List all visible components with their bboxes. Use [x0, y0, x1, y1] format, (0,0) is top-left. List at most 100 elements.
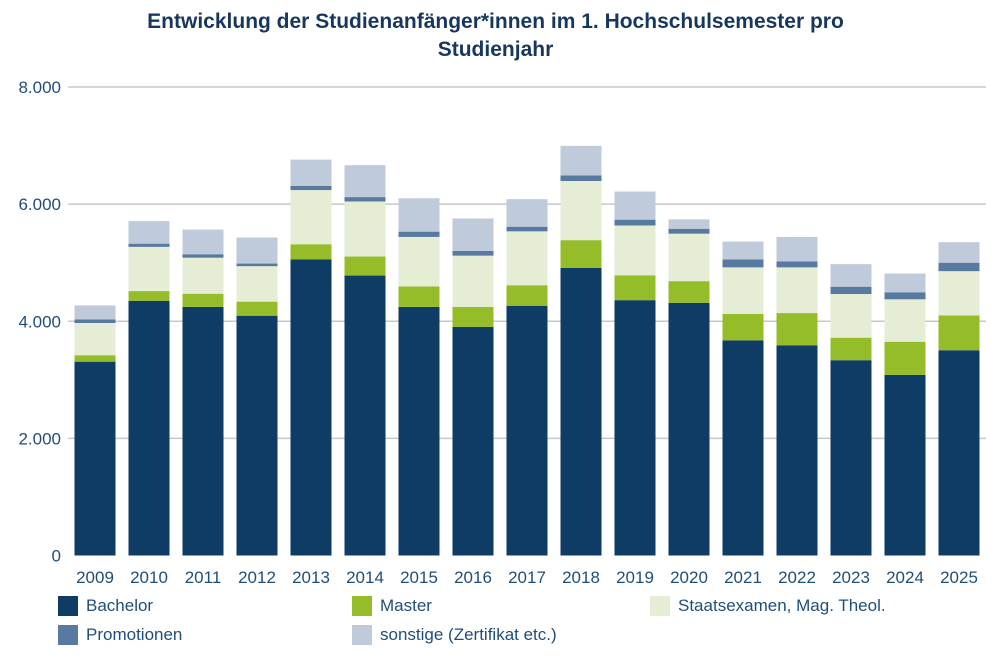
- bar-segment-sonstige-2010: [128, 221, 170, 244]
- bar-segment-bachelor-2022: [776, 345, 818, 556]
- legend-label: Bachelor: [86, 596, 154, 615]
- bar-segment-master-2022: [776, 313, 818, 346]
- x-tick-label: 2020: [670, 568, 708, 587]
- legend-item: Staatsexamen, Mag. Theol.: [650, 596, 886, 616]
- legend-label: Master: [380, 596, 432, 615]
- bar-segment-master-2023: [830, 337, 872, 361]
- bar-segment-promotionen-2014: [344, 197, 386, 202]
- bar-segment-staatsexamen-2025: [938, 271, 980, 316]
- bar-segment-master-2009: [74, 355, 116, 362]
- bar-segment-staatsexamen-2018: [560, 180, 602, 241]
- bar-segment-bachelor-2009: [74, 361, 116, 556]
- bar-segment-master-2017: [506, 285, 548, 306]
- bar-segment-sonstige-2012: [236, 237, 278, 264]
- bar-segment-promotionen-2021: [722, 259, 764, 268]
- bar-segment-bachelor-2018: [560, 267, 602, 556]
- x-tick-label: 2009: [76, 568, 114, 587]
- bar-segment-sonstige-2011: [182, 229, 224, 255]
- bar-segment-sonstige-2021: [722, 241, 764, 260]
- bar-segment-master-2014: [344, 256, 386, 276]
- y-tick-label: 0: [52, 547, 61, 566]
- x-tick-label: 2022: [778, 568, 816, 587]
- bar-segment-bachelor-2024: [884, 374, 926, 556]
- legend-swatch: [352, 596, 372, 616]
- bar-segment-sonstige-2023: [830, 264, 872, 287]
- bar-segment-staatsexamen-2011: [182, 257, 224, 294]
- x-tick-label: 2023: [832, 568, 870, 587]
- bar-segment-promotionen-2023: [830, 286, 872, 295]
- bar-segment-bachelor-2013: [290, 259, 332, 556]
- chart-title: Entwicklung der Studienanfänger*innen im…: [0, 8, 991, 64]
- y-tick-label: 2.000: [18, 429, 61, 448]
- x-tick-label: 2021: [724, 568, 762, 587]
- bar-segment-master-2020: [668, 281, 710, 303]
- stacked-bar-chart: 0 2.000 4.000 6.000 8.000 2009 2010 2011 2012 201…: [18, 78, 986, 587]
- bar-segment-staatsexamen-2019: [614, 225, 656, 276]
- x-tick-label: 2019: [616, 568, 654, 587]
- legend-label: Staatsexamen, Mag. Theol.: [678, 596, 886, 615]
- bar-segment-master-2019: [614, 275, 656, 301]
- bar-segment-promotionen-2024: [884, 292, 926, 300]
- bar-segment-sonstige-2015: [398, 198, 440, 232]
- bar-segment-staatsexamen-2015: [398, 236, 440, 287]
- legend-item: Master: [352, 596, 432, 616]
- bar-segment-staatsexamen-2024: [884, 299, 926, 342]
- bar-segment-sonstige-2020: [668, 219, 710, 229]
- x-tick-label: 2016: [454, 568, 492, 587]
- bar-segment-bachelor-2010: [128, 300, 170, 556]
- bar-segment-sonstige-2013: [290, 159, 332, 186]
- bar-segment-sonstige-2016: [452, 218, 494, 251]
- legend-item: Bachelor: [58, 596, 153, 616]
- bar-segment-bachelor-2017: [506, 305, 548, 556]
- bar-segment-master-2011: [182, 293, 224, 307]
- legend-item: Promotionen: [58, 625, 182, 645]
- bar-segment-bachelor-2025: [938, 350, 980, 556]
- x-tick-label: 2018: [562, 568, 600, 587]
- legend-item: sonstige (Zertifikat etc.): [352, 625, 557, 645]
- bar-segment-sonstige-2022: [776, 236, 818, 262]
- legend-swatch: [650, 596, 670, 616]
- legend-label: Promotionen: [86, 625, 183, 644]
- x-tick-label: 2015: [400, 568, 438, 587]
- x-tick-label: 2013: [292, 568, 330, 587]
- bar-segment-promotionen-2012: [236, 263, 278, 267]
- bar-segment-master-2015: [398, 286, 440, 307]
- bar-segment-bachelor-2015: [398, 306, 440, 556]
- bar-segment-bachelor-2023: [830, 360, 872, 556]
- bar-segment-promotionen-2025: [938, 262, 980, 272]
- bar-segment-master-2012: [236, 301, 278, 316]
- bar-segment-master-2016: [452, 306, 494, 327]
- bar-segment-sonstige-2018: [560, 145, 602, 176]
- bar-segment-staatsexamen-2013: [290, 190, 332, 245]
- bar-segment-bachelor-2014: [344, 275, 386, 556]
- bar-segment-staatsexamen-2021: [722, 267, 764, 314]
- bar-segment-staatsexamen-2022: [776, 267, 818, 314]
- bar-segment-staatsexamen-2023: [830, 294, 872, 338]
- bar-segment-staatsexamen-2017: [506, 231, 548, 286]
- legend-swatch: [58, 596, 78, 616]
- x-tick-label: 2024: [886, 568, 924, 587]
- bar-segment-promotionen-2019: [614, 219, 656, 226]
- bar-segment-bachelor-2020: [668, 302, 710, 556]
- chart-title-line-1: Entwicklung der Studienanfänger*innen im…: [147, 10, 844, 33]
- bar-segment-sonstige-2009: [74, 305, 116, 320]
- bar-segment-sonstige-2014: [344, 165, 386, 198]
- bar-segment-master-2024: [884, 341, 926, 375]
- bar-segment-sonstige-2024: [884, 273, 926, 293]
- bar-segment-master-2025: [938, 315, 980, 351]
- bar-segment-master-2010: [128, 291, 170, 301]
- bar-segment-sonstige-2019: [614, 191, 656, 220]
- bar-segment-promotionen-2009: [74, 319, 116, 324]
- bar-segment-promotionen-2015: [398, 231, 440, 237]
- bar-segment-master-2018: [560, 240, 602, 268]
- bar-segment-staatsexamen-2020: [668, 233, 710, 282]
- legend-swatch: [352, 625, 372, 645]
- bar-segment-staatsexamen-2010: [128, 246, 170, 292]
- bar-segment-promotionen-2022: [776, 261, 818, 268]
- bar-segment-promotionen-2020: [668, 228, 710, 234]
- bar-segment-promotionen-2010: [128, 243, 170, 247]
- x-tick-label: 2017: [508, 568, 546, 587]
- bar-segment-master-2021: [722, 313, 764, 341]
- bar-segment-promotionen-2016: [452, 250, 494, 256]
- legend-swatch: [58, 625, 78, 645]
